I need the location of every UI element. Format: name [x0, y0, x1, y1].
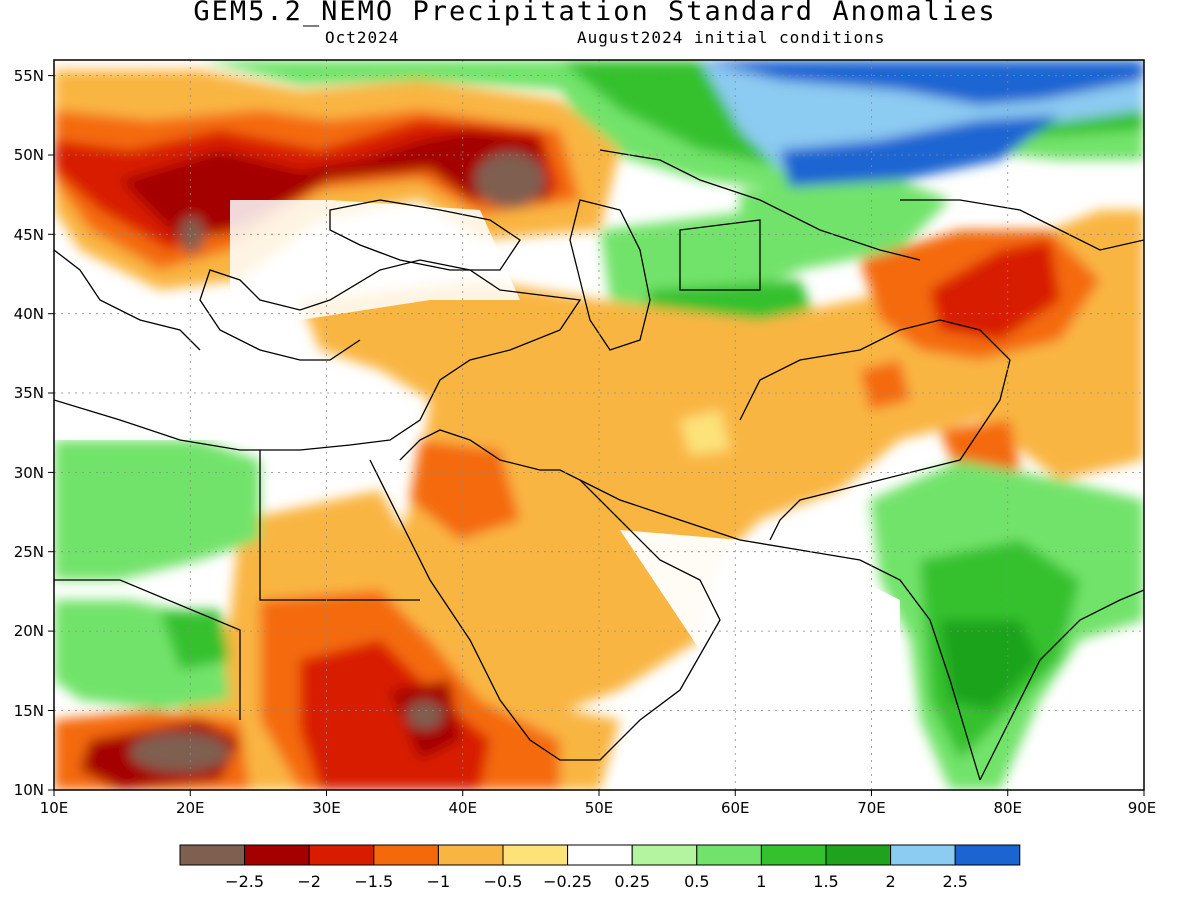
colorbar-labels: −2.5 −2 −1.5 −1 −0.5 −0.25 0.25 0.5 1 1.5 2 2.5	[225, 872, 968, 891]
map-title: GEM5.2_NEMO Precipitation Standard Anoma…	[193, 0, 997, 27]
colorbar-label: −0.5	[484, 872, 523, 891]
colorbar-label: −1	[427, 872, 451, 891]
lon-tick-label: 90E	[1128, 799, 1157, 817]
colorbar-label: −0.25	[543, 872, 592, 891]
lat-tick-label: 30N	[14, 464, 44, 482]
colorbar-label: 1.5	[813, 872, 838, 891]
colorbar-swatch	[308, 844, 375, 866]
colorbar-label: −1.5	[354, 872, 393, 891]
colorbar-swatch	[760, 844, 827, 866]
lat-tick-label: 45N	[14, 226, 44, 244]
lat-tick-label: 15N	[14, 702, 44, 720]
colorbar-label: −2	[297, 872, 321, 891]
lon-tick-label: 10E	[40, 799, 69, 817]
lat-tick-label: 20N	[14, 622, 44, 640]
colorbar-swatch	[696, 844, 762, 866]
lat-tick-label: 55N	[14, 67, 44, 85]
colorbar-swatch	[631, 844, 698, 866]
colorbar-swatch	[567, 844, 633, 866]
graticule	[54, 60, 1144, 790]
lon-tick-label: 70E	[857, 799, 886, 817]
colorbar-label: 1	[756, 872, 766, 891]
anomaly-shading	[54, 60, 1144, 790]
colorbar-label: 0.5	[684, 872, 709, 891]
colorbar-swatch	[437, 844, 504, 866]
colorbar-swatch	[502, 844, 569, 866]
lon-tick-label: 30E	[312, 799, 341, 817]
colorbar-swatch	[244, 844, 310, 866]
colorbar-label: 2.5	[942, 872, 967, 891]
colorbar-label: −2.5	[225, 872, 264, 891]
lat-tick-label: 25N	[14, 543, 44, 561]
coastlines	[54, 149, 1144, 781]
lon-tick-label: 20E	[176, 799, 205, 817]
valid-month-label: Oct2024	[325, 28, 400, 47]
lon-tick-label: 50E	[585, 799, 614, 817]
lat-tick-label: 40N	[14, 305, 44, 323]
lat-tick-label: 50N	[14, 146, 44, 164]
lon-tick-label: 60E	[721, 799, 750, 817]
colorbar-label: 0.25	[614, 872, 650, 891]
colorbar	[179, 844, 1021, 866]
init-conditions-label: August2024 initial conditions	[577, 28, 886, 47]
colorbar-swatch	[954, 844, 1021, 866]
colorbar-swatch	[825, 844, 892, 866]
tick-marks	[48, 75, 1145, 796]
lon-tick-label: 80E	[993, 799, 1022, 817]
colorbar-swatch	[179, 844, 246, 866]
lon-tick-label: 40E	[448, 799, 477, 817]
colorbar-swatch	[373, 844, 439, 866]
colorbar-swatch	[890, 844, 956, 866]
colorbar-label: 2	[886, 872, 896, 891]
lat-tick-label: 35N	[14, 384, 44, 402]
lat-tick-label: 10N	[14, 781, 44, 799]
